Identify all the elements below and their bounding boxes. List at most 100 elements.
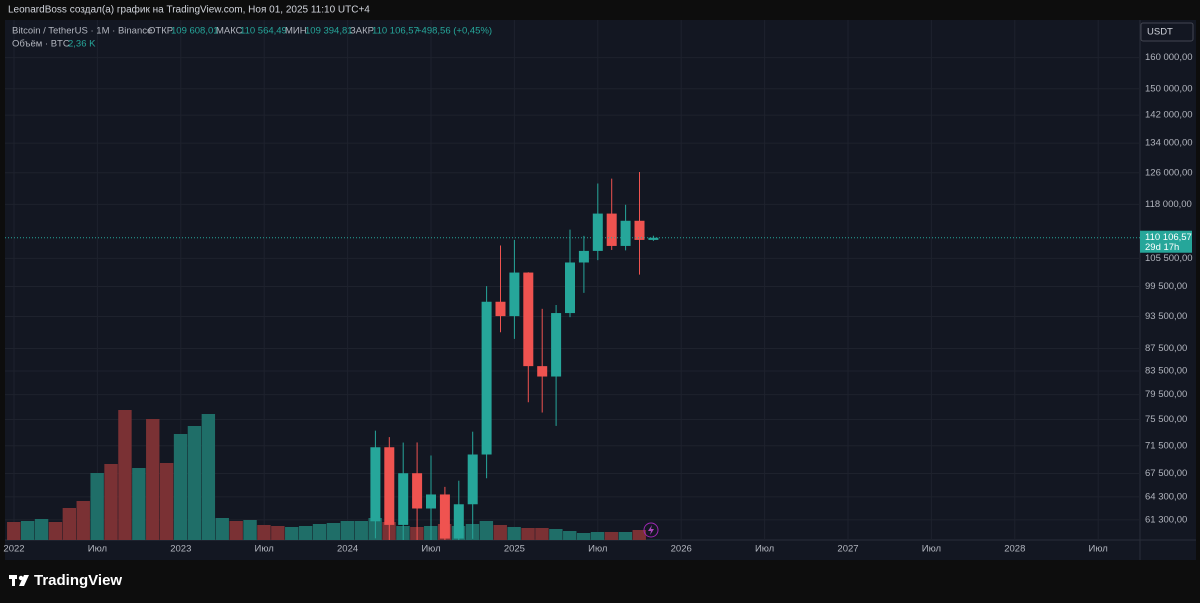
x-tick-label: 2024: [337, 544, 358, 555]
volume-bar: [215, 518, 229, 540]
volume-bar: [62, 508, 77, 540]
x-tick-label: 2027: [837, 544, 858, 555]
volume-bar: [229, 521, 243, 540]
legend-low: 109 394,81: [305, 26, 353, 37]
x-tick-label: 2026: [671, 544, 692, 555]
header-title: LeonardBoss создал(а) график на TradingV…: [8, 4, 370, 16]
x-tick-label: 2025: [504, 544, 525, 555]
y-tick-label: 150 000,00: [1145, 83, 1193, 94]
volume-bar: [118, 410, 132, 540]
volume-bar: [257, 525, 271, 540]
volume-bar: [493, 525, 507, 540]
candle-body: [495, 301, 506, 317]
y-tick-label: 83 500,00: [1145, 366, 1187, 377]
legend-volume: 2,36 K: [68, 39, 96, 50]
volume-bar: [76, 501, 90, 540]
y-tick-label: 99 500,00: [1145, 281, 1187, 292]
candle-body: [412, 473, 423, 509]
x-tick-label: 2028: [1004, 544, 1025, 555]
currency[interactable]: USDT: [1147, 27, 1173, 38]
time-axis: [5, 540, 1140, 560]
volume-bar: [20, 521, 35, 540]
volume-bar: [132, 468, 146, 540]
x-tick-label: Июл: [255, 544, 274, 555]
y-tick-label: 71 500,00: [1145, 440, 1187, 451]
y-tick-label: 93 500,00: [1145, 311, 1187, 322]
candle-body: [523, 272, 534, 367]
x-tick-label: Июл: [1089, 544, 1108, 555]
candle-body: [384, 447, 395, 525]
legend-close: 110 106,57: [372, 26, 419, 37]
candle-body: [634, 220, 645, 240]
candle-body: [467, 454, 478, 505]
legend-change: +498,56 (+0,45%): [416, 26, 492, 37]
candle-body: [592, 213, 603, 251]
volume-bar: [340, 521, 355, 540]
footer-brand: TradingView: [34, 572, 122, 589]
legend-symbol: Bitcoin / TetherUS · 1M · Binance: [12, 26, 152, 37]
x-tick-label: Июл: [421, 544, 440, 555]
price-badge: [1140, 230, 1192, 253]
volume-bar: [326, 523, 341, 540]
volume-bar: [104, 464, 118, 540]
candle-body: [426, 494, 436, 509]
y-tick-label: 79 500,00: [1145, 389, 1187, 400]
volume-bar: [507, 527, 521, 540]
x-tick-label: Июл: [922, 544, 941, 555]
candle-body: [439, 494, 450, 539]
legend-open-label: ОТКР: [148, 26, 173, 37]
y-tick-label: 87 500,00: [1145, 343, 1187, 354]
x-tick-label: Июл: [588, 544, 607, 555]
legend-volume-label: Объём · BTC: [12, 39, 70, 50]
candle-body: [565, 262, 575, 314]
candle-body: [620, 220, 631, 246]
event-icon[interactable]: [643, 522, 659, 538]
y-tick-label: 142 000,00: [1145, 110, 1193, 121]
volume-bar: [34, 519, 49, 540]
x-tick-label: Июл: [755, 544, 774, 555]
legend-low-label: МИН: [285, 26, 307, 37]
countdown: 29d 17h: [1145, 242, 1179, 253]
legend-close-label: ЗАКР: [350, 26, 374, 37]
volume-bar: [354, 521, 368, 540]
x-tick-label: Июл: [88, 544, 107, 555]
volume-bar: [563, 531, 577, 540]
legend-high-label: МАКС: [216, 26, 243, 37]
candle-body: [398, 473, 409, 525]
y-tick-label: 64 300,00: [1145, 491, 1187, 502]
candle-body: [606, 213, 617, 246]
volume-bar: [146, 419, 160, 540]
volume-bar: [604, 532, 619, 540]
y-tick-label: 126 000,00: [1145, 167, 1193, 178]
volume-bar: [576, 533, 591, 540]
x-tick-label: 2023: [170, 544, 191, 555]
y-tick-label: 118 000,00: [1145, 199, 1192, 210]
volume-bar: [590, 532, 605, 540]
currency-button[interactable]: [1140, 22, 1194, 42]
volume-bar: [549, 529, 563, 540]
volume-bar: [285, 527, 299, 540]
y-tick-label: 67 500,00: [1145, 468, 1187, 479]
volume-bar: [479, 521, 494, 540]
y-tick-label: 61 300,00: [1145, 514, 1187, 525]
volume-bar: [90, 473, 104, 540]
volume-bar: [521, 528, 535, 540]
price-badge-label: 110 106,57: [1145, 232, 1192, 243]
volume-bar: [48, 522, 63, 540]
candle-body: [481, 301, 492, 455]
candle-body: [578, 250, 589, 263]
candle-body: [648, 237, 659, 240]
candle-body: [551, 313, 562, 377]
volume-bar: [7, 522, 21, 540]
volume-bar: [271, 526, 285, 540]
volume-bar: [173, 434, 188, 540]
volume-bar: [618, 532, 633, 540]
volume-bar: [632, 530, 646, 540]
candle-body: [370, 447, 381, 522]
logo: [9, 575, 29, 586]
volume-bar: [312, 524, 327, 540]
candle-body: [509, 272, 520, 317]
x-tick-label: 2022: [3, 544, 24, 555]
y-tick-label: 134 000,00: [1145, 138, 1193, 149]
